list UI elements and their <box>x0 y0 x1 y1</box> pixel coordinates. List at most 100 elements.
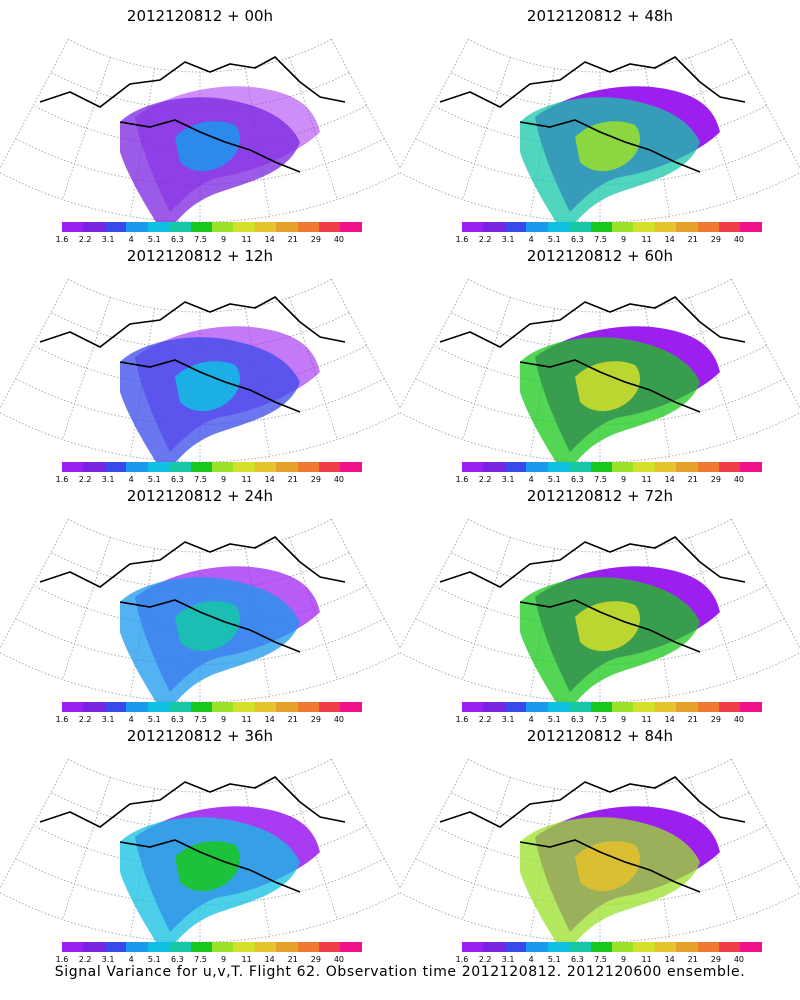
latitude-line <box>15 138 385 185</box>
colorbar-tick-label: 9 <box>620 715 627 724</box>
colorbar-swatch <box>654 702 677 712</box>
map-image <box>0 38 400 222</box>
colorbar-swatch <box>147 702 170 712</box>
latitude-line <box>415 858 785 905</box>
colorbar-swatch <box>462 222 484 232</box>
colorbar-tick-label: 5.1 <box>147 715 161 724</box>
colorbar-swatch <box>462 702 484 712</box>
colorbar-tick-label: 2.2 <box>478 475 492 484</box>
colorbar-swatch <box>104 702 127 712</box>
colorbar-swatch <box>547 702 570 712</box>
colorbar-tick-label: 40 <box>733 235 745 244</box>
colorbar-tick-label: 6.3 <box>171 235 184 244</box>
colorbar-swatch <box>319 222 341 232</box>
colorbar-swatch <box>169 462 191 472</box>
colorbar-tick-label: 2.2 <box>478 955 492 964</box>
variance-field <box>175 601 240 652</box>
colorbar-swatch <box>83 702 105 712</box>
variance-field <box>175 121 240 172</box>
colorbar-tick-label: 40 <box>333 475 345 484</box>
colorbar-tick-label: 40 <box>333 235 345 244</box>
colorbar-tick-label: 3.1 <box>501 715 515 724</box>
colorbar-tick-label: 29 <box>310 475 321 484</box>
longitude-line <box>461 777 511 920</box>
colorbar-swatch <box>590 462 612 472</box>
colorbar-swatch <box>569 222 591 232</box>
latitude-line <box>68 758 332 793</box>
colorbar-swatch <box>676 222 698 232</box>
colorbar-swatch <box>169 942 191 952</box>
colorbar-tick-label: 7.5 <box>194 715 207 724</box>
colorbar-tick-label: 14 <box>264 715 275 724</box>
colorbar-tick-label: 6.3 <box>571 475 584 484</box>
colorbar-swatch <box>719 462 741 472</box>
colorbar-tick-label: 14 <box>664 715 675 724</box>
variance-field <box>575 841 640 892</box>
colorbar-tick-label: 7.5 <box>194 955 207 964</box>
colorbar-swatch <box>676 702 698 712</box>
colorbar-swatch <box>569 702 591 712</box>
variance-field <box>575 601 640 652</box>
panel-title: 2012120812 + 84h <box>526 727 674 745</box>
colorbar-tick-label: 11 <box>241 715 252 724</box>
colorbar-tick-label: 29 <box>310 235 321 244</box>
colorbar-tick-label: 9 <box>220 235 227 244</box>
colorbar-tick-label: 2.2 <box>78 475 92 484</box>
colorbar-tick-label: 11 <box>241 475 252 484</box>
longitude-line <box>400 39 469 169</box>
colorbar-swatch <box>62 462 84 472</box>
coastline <box>439 776 746 893</box>
colorbar <box>462 942 762 952</box>
colorbar-swatch <box>340 462 362 472</box>
map-image <box>400 758 800 942</box>
colorbar-ticks: 1.6 2.2 3.1 4 5.1 6.3 7.5 9 11 14 21 29 40 <box>52 955 372 965</box>
colorbar-swatch <box>740 222 762 232</box>
longitude-line <box>331 759 400 889</box>
colorbar-tick-label: 3.1 <box>101 955 115 964</box>
colorbar-tick-label: 3.1 <box>501 475 515 484</box>
colorbar-swatch <box>462 942 484 952</box>
colorbar-ticks: 1.6 2.2 3.1 4 5.1 6.3 7.5 9 11 14 21 29 40 <box>52 235 372 245</box>
colorbar <box>62 222 362 232</box>
colorbar-swatch <box>62 942 84 952</box>
variance-field <box>175 361 240 412</box>
colorbar-swatch <box>62 222 84 232</box>
map-panel: 2012120812 + 24h 1.6 2.2 3.1 4 5.1 6.3 7.5 9 11 1… <box>0 480 400 724</box>
colorbar-swatch <box>697 702 720 712</box>
colorbar-tick-label: 4 <box>528 475 534 484</box>
colorbar-swatch <box>633 942 655 952</box>
colorbar-tick-label: 40 <box>333 955 345 964</box>
map-image <box>0 518 400 702</box>
colorbar-swatch <box>719 702 741 712</box>
colorbar-swatch <box>276 702 298 712</box>
colorbar-swatch <box>611 222 634 232</box>
colorbar-tick-label: 5.1 <box>547 235 561 244</box>
colorbar-swatch <box>611 942 634 952</box>
colorbar-swatch <box>654 222 677 232</box>
map-panel: 2012120812 + 84h 1.6 2.2 3.1 4 5.1 6.3 7.5 9 11 1… <box>400 720 800 964</box>
colorbar-swatch <box>319 702 341 712</box>
colorbar-tick-label: 21 <box>687 955 698 964</box>
colorbar-tick-label: 40 <box>333 715 345 724</box>
colorbar-tick-label: 29 <box>310 715 321 724</box>
colorbar-tick-label: 7.5 <box>594 715 607 724</box>
latitude-line <box>400 172 800 222</box>
colorbar-tick-label: 11 <box>641 955 652 964</box>
latitude-line <box>15 858 385 905</box>
colorbar-swatch <box>254 702 277 712</box>
colorbar-swatch <box>697 222 720 232</box>
colorbar-swatch <box>147 462 170 472</box>
colorbar-tick-label: 14 <box>664 475 675 484</box>
colorbar-swatch <box>126 462 148 472</box>
colorbar-tick-label: 11 <box>241 235 252 244</box>
map-image <box>0 278 400 462</box>
latitude-line <box>400 652 800 702</box>
colorbar-ticks: 1.6 2.2 3.1 4 5.1 6.3 7.5 9 11 14 21 29 40 <box>452 955 772 965</box>
colorbar-swatch <box>697 462 720 472</box>
panel-title: 2012120812 + 48h <box>526 7 674 25</box>
colorbar-tick-label: 5.1 <box>547 475 561 484</box>
colorbar-tick-label: 3.1 <box>101 235 115 244</box>
colorbar-swatch <box>483 942 505 952</box>
map-panel: 2012120812 + 48h 1.6 2.2 3.1 4 5.1 6.3 7.5 9 11 1… <box>400 0 800 244</box>
colorbar-tick-label: 9 <box>620 235 627 244</box>
